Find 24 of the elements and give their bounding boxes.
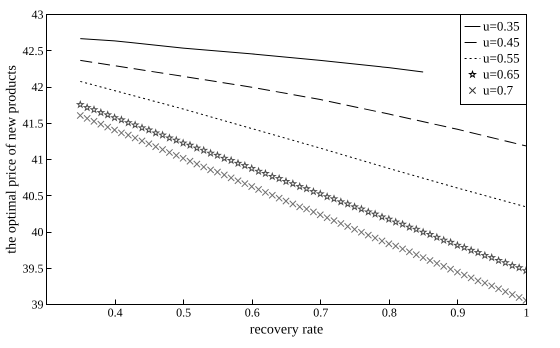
legend-label: u=0.65 — [483, 66, 520, 82]
x-tick-label: 0.9 — [450, 306, 466, 320]
y-tick-label: 39 — [32, 298, 44, 312]
y-tick-label: 42 — [32, 80, 44, 94]
y-axis-title: the optimal price of new products — [4, 65, 20, 254]
y-tick-label: 40 — [32, 225, 44, 239]
y-tick-label: 39.5 — [22, 261, 44, 276]
line-series — [80, 38, 424, 72]
y-tick-label: 42.5 — [22, 44, 44, 58]
y-tick-label: 43 — [32, 8, 44, 22]
x-tick-label: 0.4 — [108, 306, 123, 320]
x-tick-label: 1 — [524, 306, 530, 320]
legend-label: u=0.35 — [483, 18, 520, 34]
y-tick-label: 41.5 — [22, 116, 44, 130]
x-tick-label: 0.7 — [313, 306, 328, 320]
legend-label: u=0.7 — [483, 82, 514, 98]
y-tick-label: 41 — [32, 152, 44, 166]
y-tick-label: 40.5 — [22, 188, 44, 203]
x-tick-label: 0.5 — [176, 306, 192, 320]
legend-label: u=0.55 — [483, 50, 520, 66]
legend-label: u=0.45 — [483, 34, 520, 50]
x-axis-title: recovery rate — [250, 322, 324, 338]
x-tick-label: 0.6 — [244, 306, 260, 320]
x-tick-label: 0.8 — [382, 306, 397, 320]
